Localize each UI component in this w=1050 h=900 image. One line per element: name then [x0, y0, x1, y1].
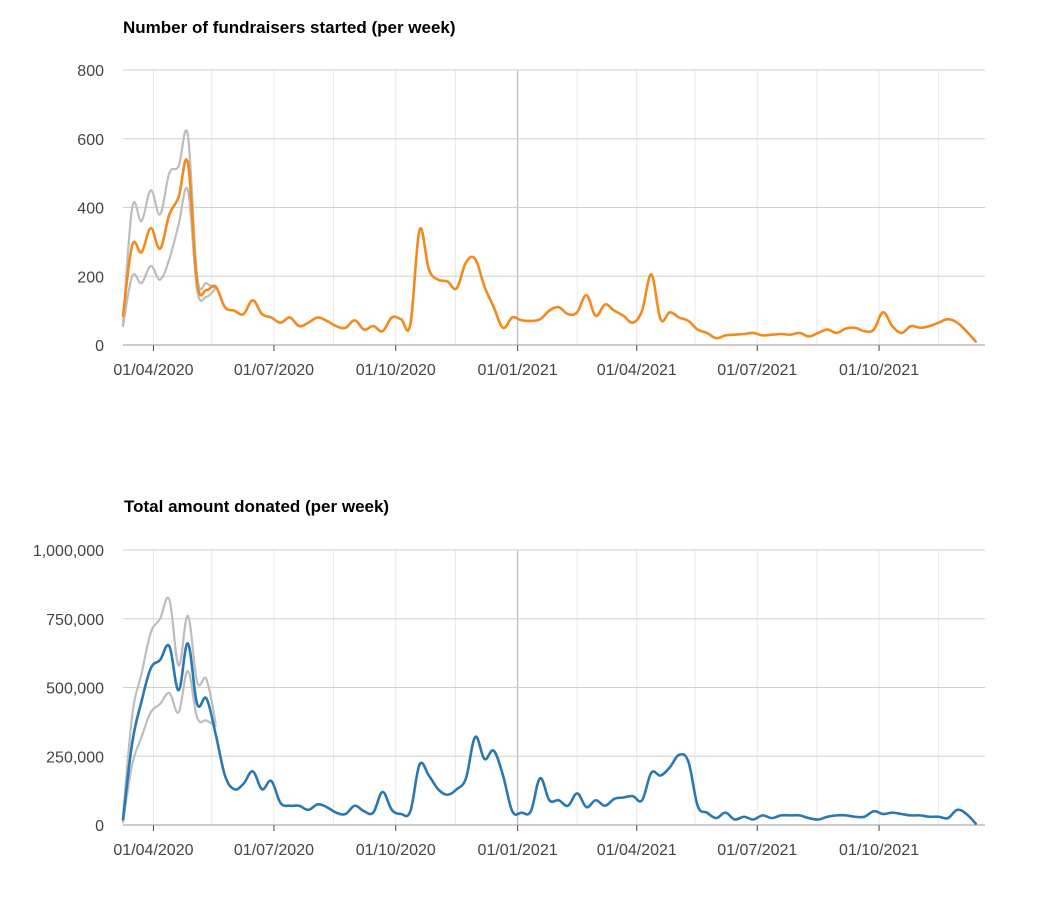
- y-tick-label: 500,000: [46, 681, 104, 698]
- y-tick-label: 750,000: [46, 612, 104, 629]
- x-tick-label: 01/01/2021: [478, 362, 558, 379]
- x-tick-label: 01/01/2021: [478, 842, 558, 859]
- x-tick-label: 01/04/2020: [113, 842, 193, 859]
- x-tick-label: 01/04/2021: [597, 842, 677, 859]
- chart-title-fundraisers: Number of fundraisers started (per week): [123, 18, 456, 37]
- y-tick-label: 800: [77, 63, 104, 80]
- donations-lower-band-line: [121, 669, 217, 824]
- y-tick-label: 0: [95, 818, 104, 835]
- y-tick-label: 250,000: [46, 749, 104, 766]
- x-tick-label: 01/07/2021: [717, 362, 797, 379]
- x-tick-label: 01/04/2021: [597, 362, 677, 379]
- fundraisers-lower-band-line: [121, 186, 217, 328]
- y-tick-label: 0: [95, 338, 104, 355]
- chart-title-donations: Total amount donated (per week): [124, 497, 390, 516]
- x-tick-label: 01/10/2020: [356, 842, 436, 859]
- fundraisers-series-line: [121, 158, 978, 343]
- x-tick-label: 01/10/2021: [839, 362, 919, 379]
- x-tick-label: 01/10/2021: [839, 842, 919, 859]
- y-tick-label: 600: [77, 132, 104, 149]
- x-tick-label: 01/07/2020: [234, 842, 314, 859]
- x-tick-label: 01/07/2020: [234, 362, 314, 379]
- x-tick-label: 01/04/2020: [113, 362, 193, 379]
- y-tick-label: 400: [77, 201, 104, 218]
- y-tick-label: 1,000,000: [33, 543, 104, 560]
- x-tick-label: 01/10/2020: [356, 362, 436, 379]
- x-tick-label: 01/07/2021: [717, 842, 797, 859]
- donations-series-line: [121, 642, 978, 825]
- donations-upper-band-line: [121, 596, 217, 818]
- donations-line-chart: 01/04/2020 01/07/2020 01/10/2020 01/01/2021…: [33, 543, 985, 859]
- fundraisers-line-chart: 01/04/2020 01/07/2020 01/10/2020 01/01/2021…: [77, 63, 985, 379]
- y-tick-label: 200: [77, 269, 104, 286]
